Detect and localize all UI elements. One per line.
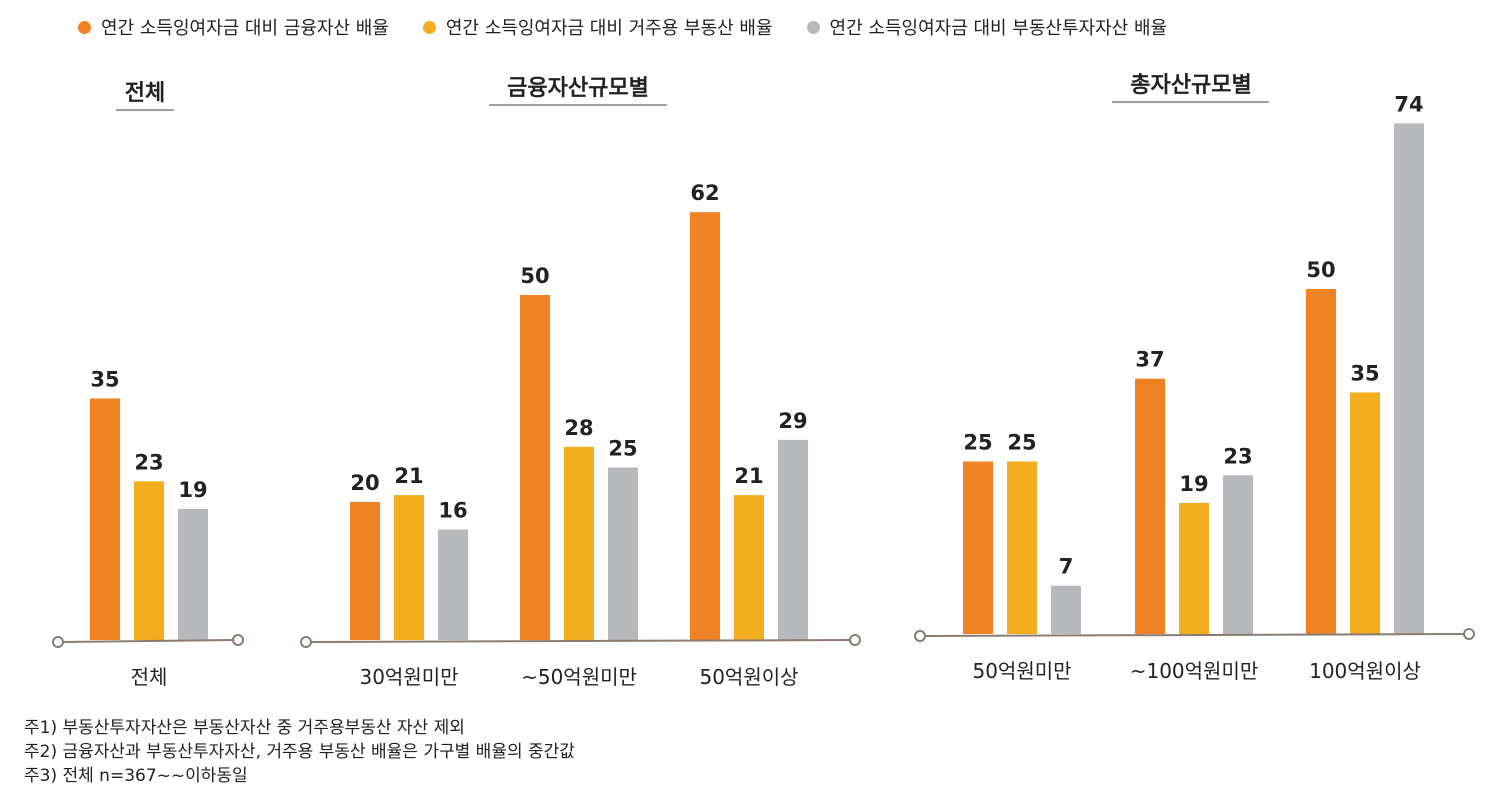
bar (1306, 289, 1336, 634)
legend-item-residential: 연간 소득잉여자금 대비 거주용 부동산 배율 (422, 14, 773, 40)
axis-end-circle (300, 636, 312, 648)
value-label: 28 (564, 416, 593, 440)
bar (520, 295, 550, 640)
bar (438, 529, 468, 640)
value-label: 7 (1059, 555, 1074, 579)
bar (1394, 123, 1424, 635)
category-label: 50억원이상 (699, 665, 798, 689)
legend-dot-icon (78, 20, 91, 34)
value-label: 29 (778, 409, 807, 433)
bar (394, 495, 424, 640)
value-label: 25 (1007, 431, 1036, 455)
value-label: 25 (963, 431, 992, 455)
legend: 연간 소득잉여자금 대비 금융자산 배율 연간 소득잉여자금 대비 거주용 부동… (78, 14, 1487, 40)
legend-item-investment: 연간 소득잉여자금 대비 부동산투자자산 배율 (806, 14, 1168, 40)
footnotes: 주1) 부동산투자자산은 부동산자산 중 거주용부동산 자산 제외 주2) 금융… (24, 716, 575, 788)
bar (350, 502, 380, 640)
bar (90, 398, 120, 640)
value-label: 50 (520, 264, 549, 288)
value-label: 19 (1179, 472, 1208, 496)
value-label: 35 (90, 368, 119, 392)
x-axis-line (310, 639, 851, 643)
value-label: 35 (1350, 362, 1379, 386)
panel-title: 전체 (125, 81, 165, 106)
category-label: ~100억원미만 (1130, 659, 1259, 683)
category-label: ~50억원미만 (521, 665, 637, 689)
legend-dot-icon (806, 20, 820, 34)
legend-item-financial: 연간 소득잉여자금 대비 금융자산 배율 (78, 14, 389, 40)
legend-dot-icon (422, 20, 436, 34)
bar (778, 439, 808, 640)
axis-end-circle (232, 634, 244, 646)
bar (1179, 502, 1209, 634)
value-label: 62 (690, 181, 719, 205)
value-label: 16 (438, 499, 467, 523)
bar (1007, 461, 1037, 634)
axis-end-circle (849, 634, 861, 646)
value-label: 23 (134, 450, 163, 474)
legend-label: 연간 소득잉여자금 대비 부동산투자자산 배율 (829, 18, 1168, 39)
value-label: 37 (1135, 348, 1164, 372)
legend-label: 연간 소득잉여자금 대비 거주용 부동산 배율 (445, 18, 773, 39)
bar (734, 495, 764, 640)
bar (690, 212, 720, 640)
bar (608, 467, 638, 640)
legend-label: 연간 소득잉여자금 대비 금융자산 배율 (101, 18, 389, 39)
footnote-1: 주1) 부동산투자자산은 부동산자산 중 거주용부동산 자산 제외 (24, 718, 465, 738)
value-label: 19 (178, 478, 207, 502)
category-label: 100억원이상 (1309, 659, 1421, 683)
axis-end-circle (1463, 628, 1475, 640)
footnote-3: 주3) 전체 n=367~~이하동일 (24, 766, 248, 786)
value-label: 74 (1394, 92, 1423, 116)
bar (564, 446, 594, 640)
value-label: 25 (608, 437, 637, 461)
value-label: 50 (1306, 258, 1335, 282)
category-label: 30억원미만 (359, 665, 458, 689)
x-axis-line (924, 633, 1465, 637)
category-label: 전체 (131, 665, 168, 689)
bar (1350, 392, 1380, 634)
bar (178, 508, 208, 640)
value-label: 20 (350, 471, 379, 495)
value-label: 21 (394, 464, 423, 488)
bar (1051, 585, 1081, 634)
bar (134, 481, 164, 640)
axis-end-circle (52, 636, 64, 648)
panel-title: 금융자산규모별 (507, 76, 649, 101)
footnote-2: 주2) 금융자산과 부동산투자자산, 거주용 부동산 배율은 가구별 배율의 중… (24, 742, 575, 762)
axis-end-circle (914, 630, 926, 642)
bar-chart: 전체 35 23 19 전체 금융자산규모별 20 21 16 30억원미만 50 28 25 ~50억원… (52, 73, 1475, 689)
bar (1223, 475, 1253, 634)
panel-title: 총자산규모별 (1130, 73, 1251, 98)
category-label: 50억원미만 (972, 659, 1071, 683)
value-label: 21 (734, 464, 763, 488)
value-label: 23 (1223, 444, 1252, 468)
bar (1135, 378, 1165, 634)
x-axis-line (62, 639, 234, 643)
bar (963, 461, 993, 634)
